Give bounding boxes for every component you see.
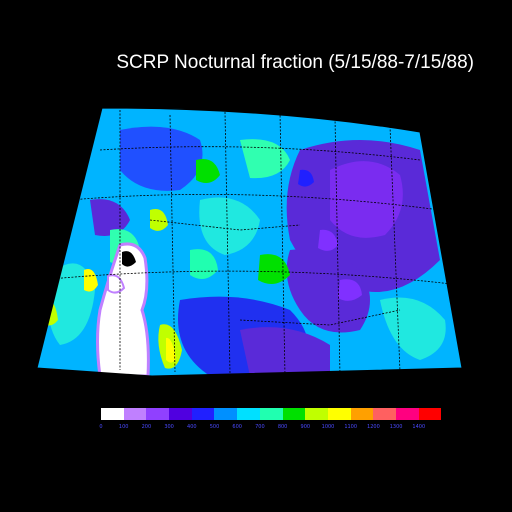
legend-swatch bbox=[214, 408, 238, 420]
legend-tick-label: 300 bbox=[164, 424, 174, 430]
legend-tick-label: 700 bbox=[255, 424, 265, 430]
legend-tick-label: 900 bbox=[300, 424, 311, 430]
legend-tick-label: 200 bbox=[141, 424, 152, 430]
legend-swatch bbox=[327, 408, 351, 420]
legend-swatch bbox=[259, 408, 283, 420]
legend-tick-label: 1400 bbox=[412, 424, 426, 430]
legend-swatch bbox=[123, 408, 147, 420]
legend-swatch bbox=[418, 408, 442, 420]
legend-tick-label: 600 bbox=[232, 424, 242, 430]
legend-tick-label: 100 bbox=[118, 424, 129, 430]
legend-tick-label: 1000 bbox=[321, 424, 335, 430]
legend-swatch bbox=[169, 408, 192, 420]
legend-swatch bbox=[305, 408, 328, 420]
legend-tick-labels: 0 100 200 300 400 500 600 700 800 900 1000 1100 1200… bbox=[99, 424, 425, 432]
legend-tick-label: 800 bbox=[277, 424, 288, 430]
legend-swatch bbox=[350, 408, 374, 420]
boundary-lines bbox=[39, 110, 461, 376]
legend-swatch bbox=[282, 408, 306, 420]
legend-swatch bbox=[237, 408, 260, 420]
legend-swatch bbox=[191, 408, 215, 420]
map-title: SCRP Nocturnal fraction (5/15/88-7/15/88… bbox=[116, 52, 474, 73]
legend-swatch bbox=[373, 408, 396, 420]
color-legend bbox=[101, 408, 442, 420]
legend-tick-label: 1100 bbox=[344, 424, 358, 430]
legend-tick-label: 0 bbox=[99, 424, 103, 430]
legend-swatch bbox=[146, 408, 170, 420]
legend-tick-label: 1300 bbox=[389, 424, 403, 430]
legend-tick-label: 1200 bbox=[367, 424, 380, 430]
domain-outline bbox=[36, 107, 463, 377]
legend-tick-label: 400 bbox=[187, 424, 197, 430]
legend-swatch bbox=[101, 408, 124, 420]
legend-tick-label: 500 bbox=[209, 424, 220, 430]
legend-swatch bbox=[395, 408, 419, 420]
